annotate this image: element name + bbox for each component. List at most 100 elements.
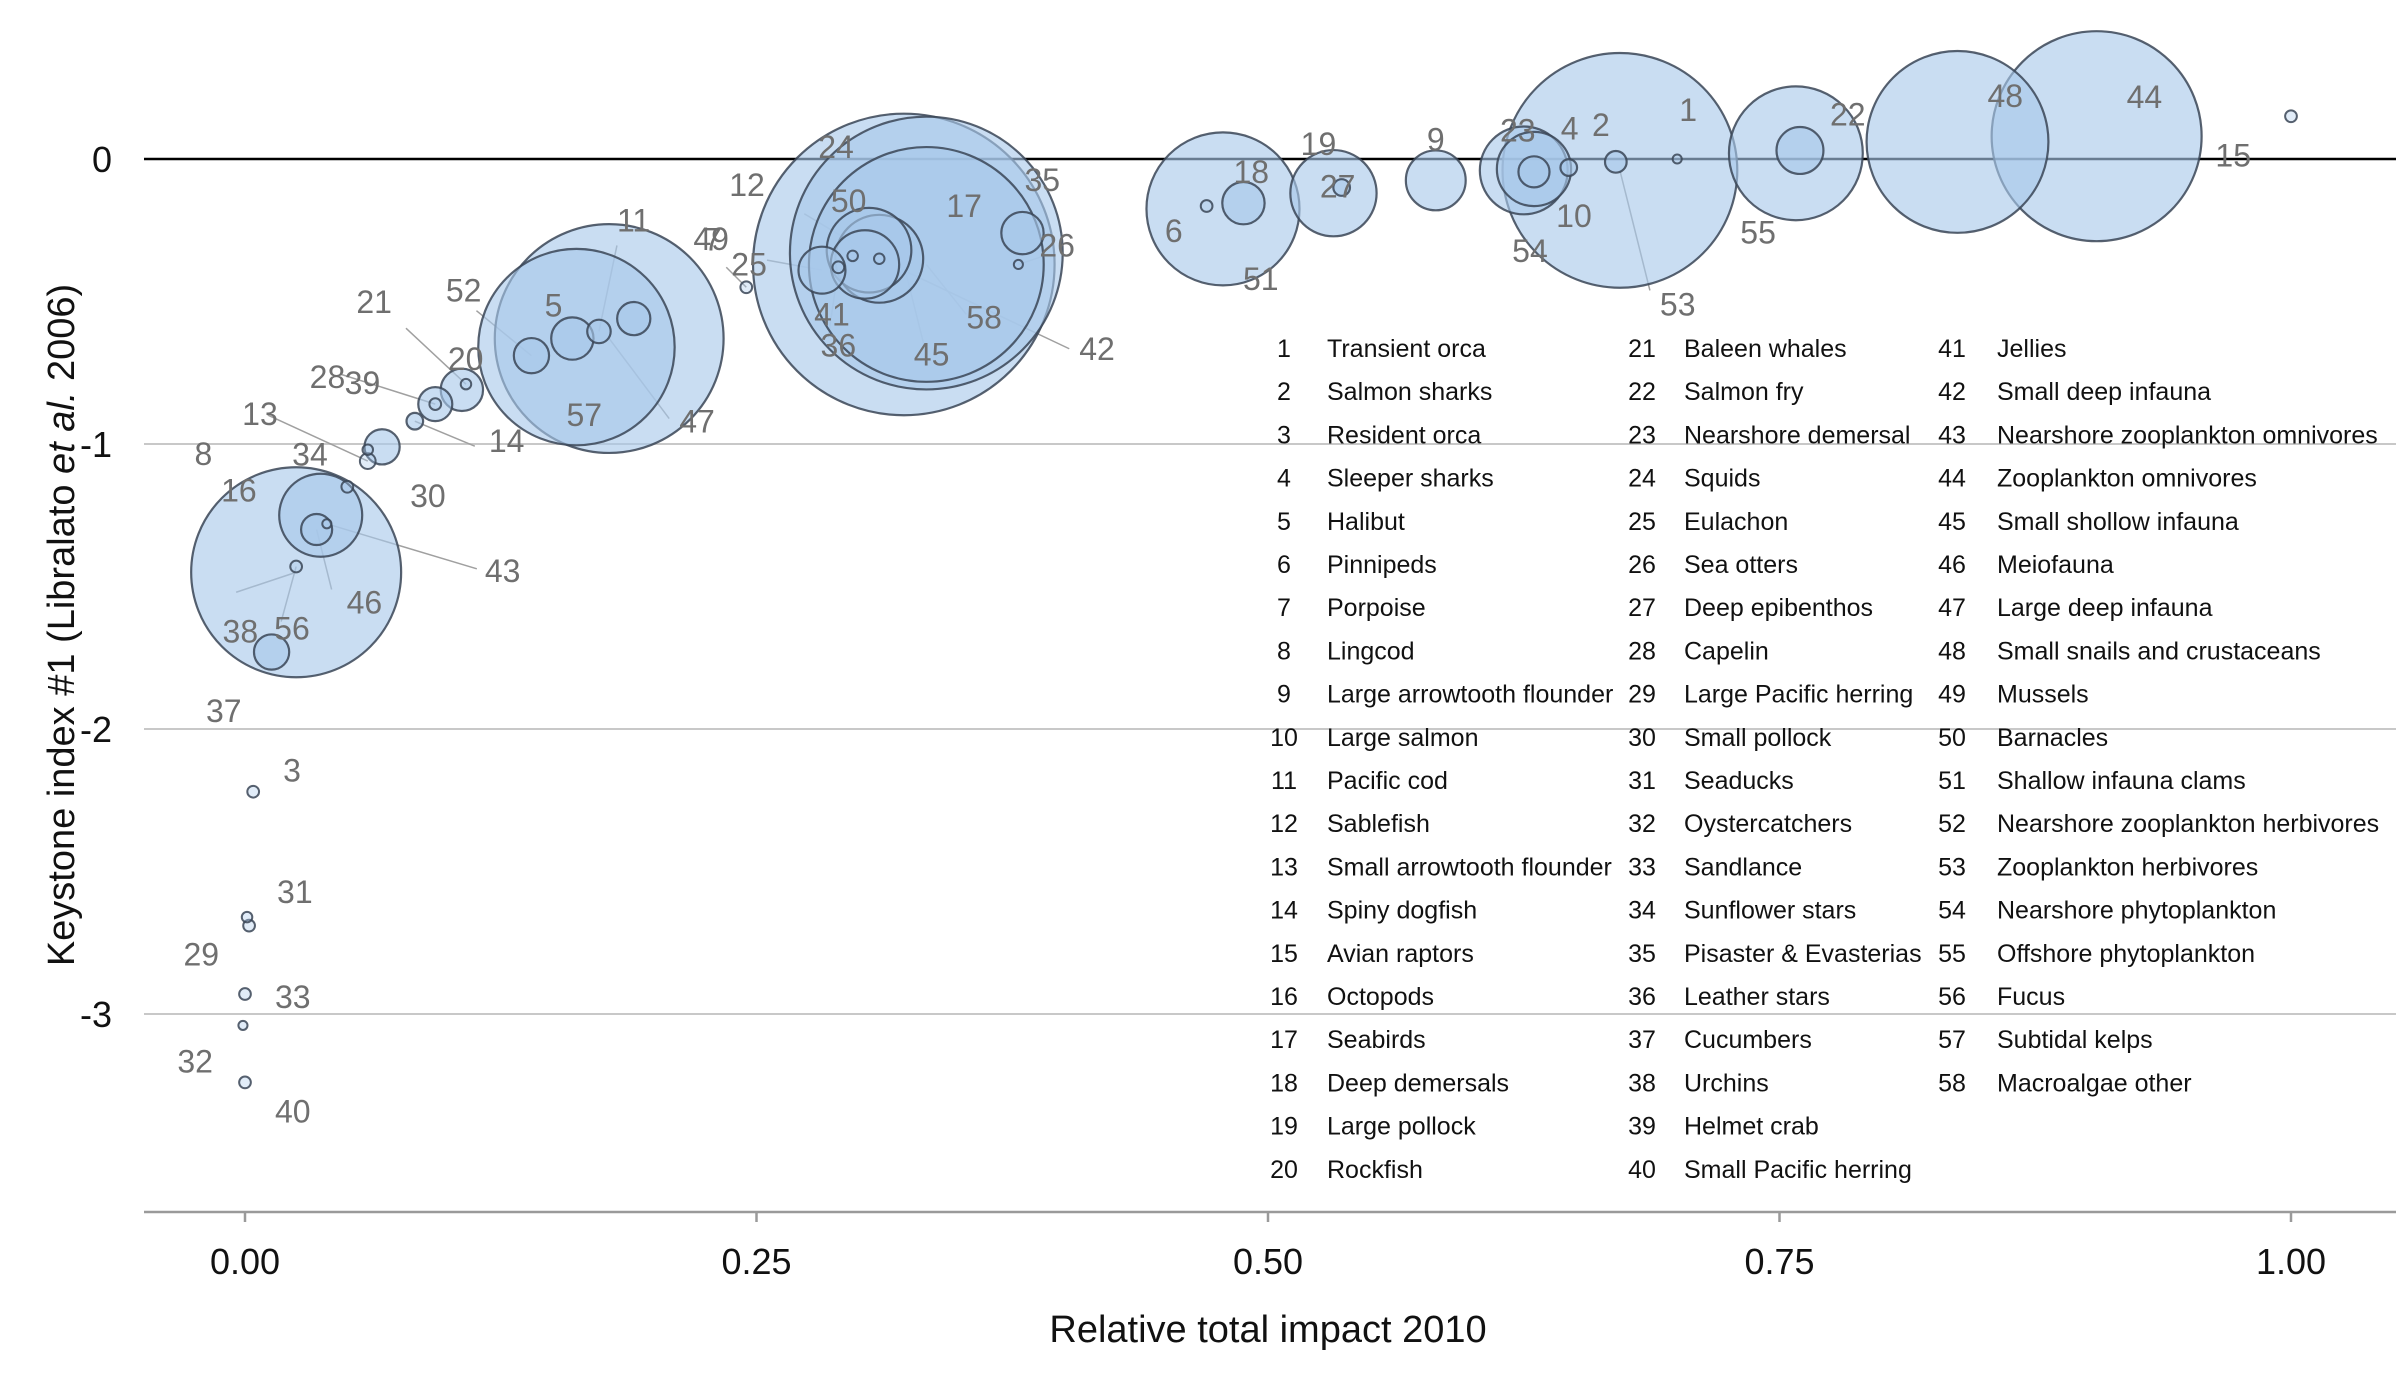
legend-item-12: 12 Sablefish [1270,810,1430,838]
point-label-50: 50 [831,183,867,219]
bubble-8 [340,479,355,494]
gridlines [144,443,2396,1015]
point-label-22: 22 [1830,96,1866,132]
legend-name: Offshore phytoplankton [1997,940,2255,968]
bubble-6 [1199,199,1214,213]
point-label-43: 43 [485,553,521,589]
legend-name: Jellies [1997,335,2066,363]
bubble-4 [1559,158,1579,177]
point-label-42: 42 [1079,331,1115,367]
legend-name: Pisaster & Evasterias [1684,940,1922,968]
legend-name: Helmet crab [1684,1113,1819,1141]
legend-number: 22 [1628,378,1656,406]
legend-number: 15 [1270,940,1298,968]
bubble-50 [846,249,859,263]
legend-number: 47 [1938,594,1966,622]
legend-item-14: 14 Spiny dogfish [1270,897,1477,925]
bubble-26 [1012,258,1024,270]
legend-name: Seabirds [1327,1026,1426,1054]
legend-number: 57 [1938,1026,1966,1054]
species-legend: 1 Transient orca 2 Salmon sharks 3 Resident o… [1270,335,2379,1184]
legend-name: Urchins [1684,1069,1769,1097]
x-tick-label: 0.50 [1233,1241,1303,1282]
legend-item-35: 35 Pisaster & Evasterias [1628,940,1922,968]
legend-name: Capelin [1684,637,1769,665]
legend-number: 38 [1628,1069,1656,1097]
legend-number: 37 [1628,1026,1656,1054]
legend-number: 14 [1270,897,1298,925]
bubble-5 [550,316,595,361]
legend-item-30: 30 Small pollock [1628,724,1832,752]
point-label-45: 45 [914,336,950,372]
y-tick-label: -1 [80,424,112,465]
x-tick-label: 0.25 [721,1241,791,1282]
legend-name: Sablefish [1327,810,1430,838]
bubble-7 [616,300,652,337]
legend-item-21: 21 Baleen whales [1628,335,1847,363]
point-label-46: 46 [347,585,383,621]
legend-number: 50 [1938,724,1966,752]
legend-number: 6 [1277,551,1291,579]
point-label-6: 6 [1165,213,1183,249]
legend-number: 19 [1270,1113,1298,1141]
legend-item-53: 53 Zooplankton herbivores [1938,853,2258,881]
legend-number: 45 [1938,508,1966,536]
legend-name: Pinnipeds [1327,551,1437,579]
bubble-56 [289,559,304,574]
bubble-9 [1404,149,1467,212]
point-label-12: 12 [729,167,765,203]
legend-name: Small Pacific herring [1684,1156,1912,1184]
point-label-27: 27 [1320,169,1356,205]
legend-name: Sleeper sharks [1327,465,1494,493]
point-label-11: 11 [617,202,650,238]
legend-item-58: 58 Macroalgae other [1938,1069,2191,1097]
legend-number: 4 [1277,465,1291,493]
legend-item-28: 28 Capelin [1628,637,1769,665]
point-label-1: 1 [1679,92,1697,128]
bubble-48 [1865,49,2050,234]
y-axis-title-part2: 2006) [41,284,83,392]
y-axis: 0 -1 -2 -3 [80,139,112,1035]
bubble-27 [1332,178,1352,197]
legend-number: 44 [1938,465,1966,493]
legend-name: Zooplankton herbivores [1997,853,2258,881]
legend-number: 49 [1938,681,1966,709]
y-tick-label: -3 [80,994,112,1035]
legend-item-24: 24 Squids [1628,465,1760,493]
legend-item-19: 19 Large pollock [1270,1113,1476,1141]
point-label-9: 9 [1427,121,1445,157]
point-label-34: 34 [292,437,328,473]
bubble-28 [417,385,454,423]
bubble-15 [2284,109,2298,124]
point-label-41: 41 [814,296,850,332]
legend-item-55: 55 Offshore phytoplankton [1938,940,2255,968]
legend-item-50: 50 Barnacles [1938,724,2108,752]
legend-name: Shallow infauna clams [1997,767,2246,795]
x-tick-label: 1.00 [2256,1241,2326,1282]
legend-number: 56 [1938,983,1966,1011]
legend-item-34: 34 Sunflower stars [1628,897,1856,925]
legend-name: Fucus [1997,983,2065,1011]
bubble-22 [1775,125,1825,176]
legend-name: Large pollock [1327,1113,1476,1141]
legend-number: 28 [1628,637,1656,665]
legend-item-26: 26 Sea otters [1628,551,1798,579]
legend-item-29: 29 Large Pacific herring [1628,681,1913,709]
legend-name: Deep epibenthos [1684,594,1873,622]
y-axis-title-part1: Keystone index #1 (Libralato [41,474,83,966]
legend-item-40: 40 Small Pacific herring [1628,1156,1912,1184]
bubble-1 [1671,153,1683,165]
bubble-3 [246,784,261,799]
point-label-23: 23 [1500,112,1536,148]
legend-item-27: 27 Deep epibenthos [1628,594,1873,622]
point-label-10: 10 [1556,198,1592,234]
legend-name: Large deep infauna [1997,594,2213,622]
point-label-25: 25 [731,246,767,282]
legend-name: Nearshore phytoplankton [1997,897,2276,925]
point-label-31: 31 [277,874,313,910]
legend-name: Macroalgae other [1997,1069,2192,1097]
bubble-33 [238,987,252,1001]
legend-item-10: 10 Large salmon [1270,724,1478,752]
legend-name: Lingcod [1327,637,1415,665]
legend-number: 43 [1938,421,1966,449]
